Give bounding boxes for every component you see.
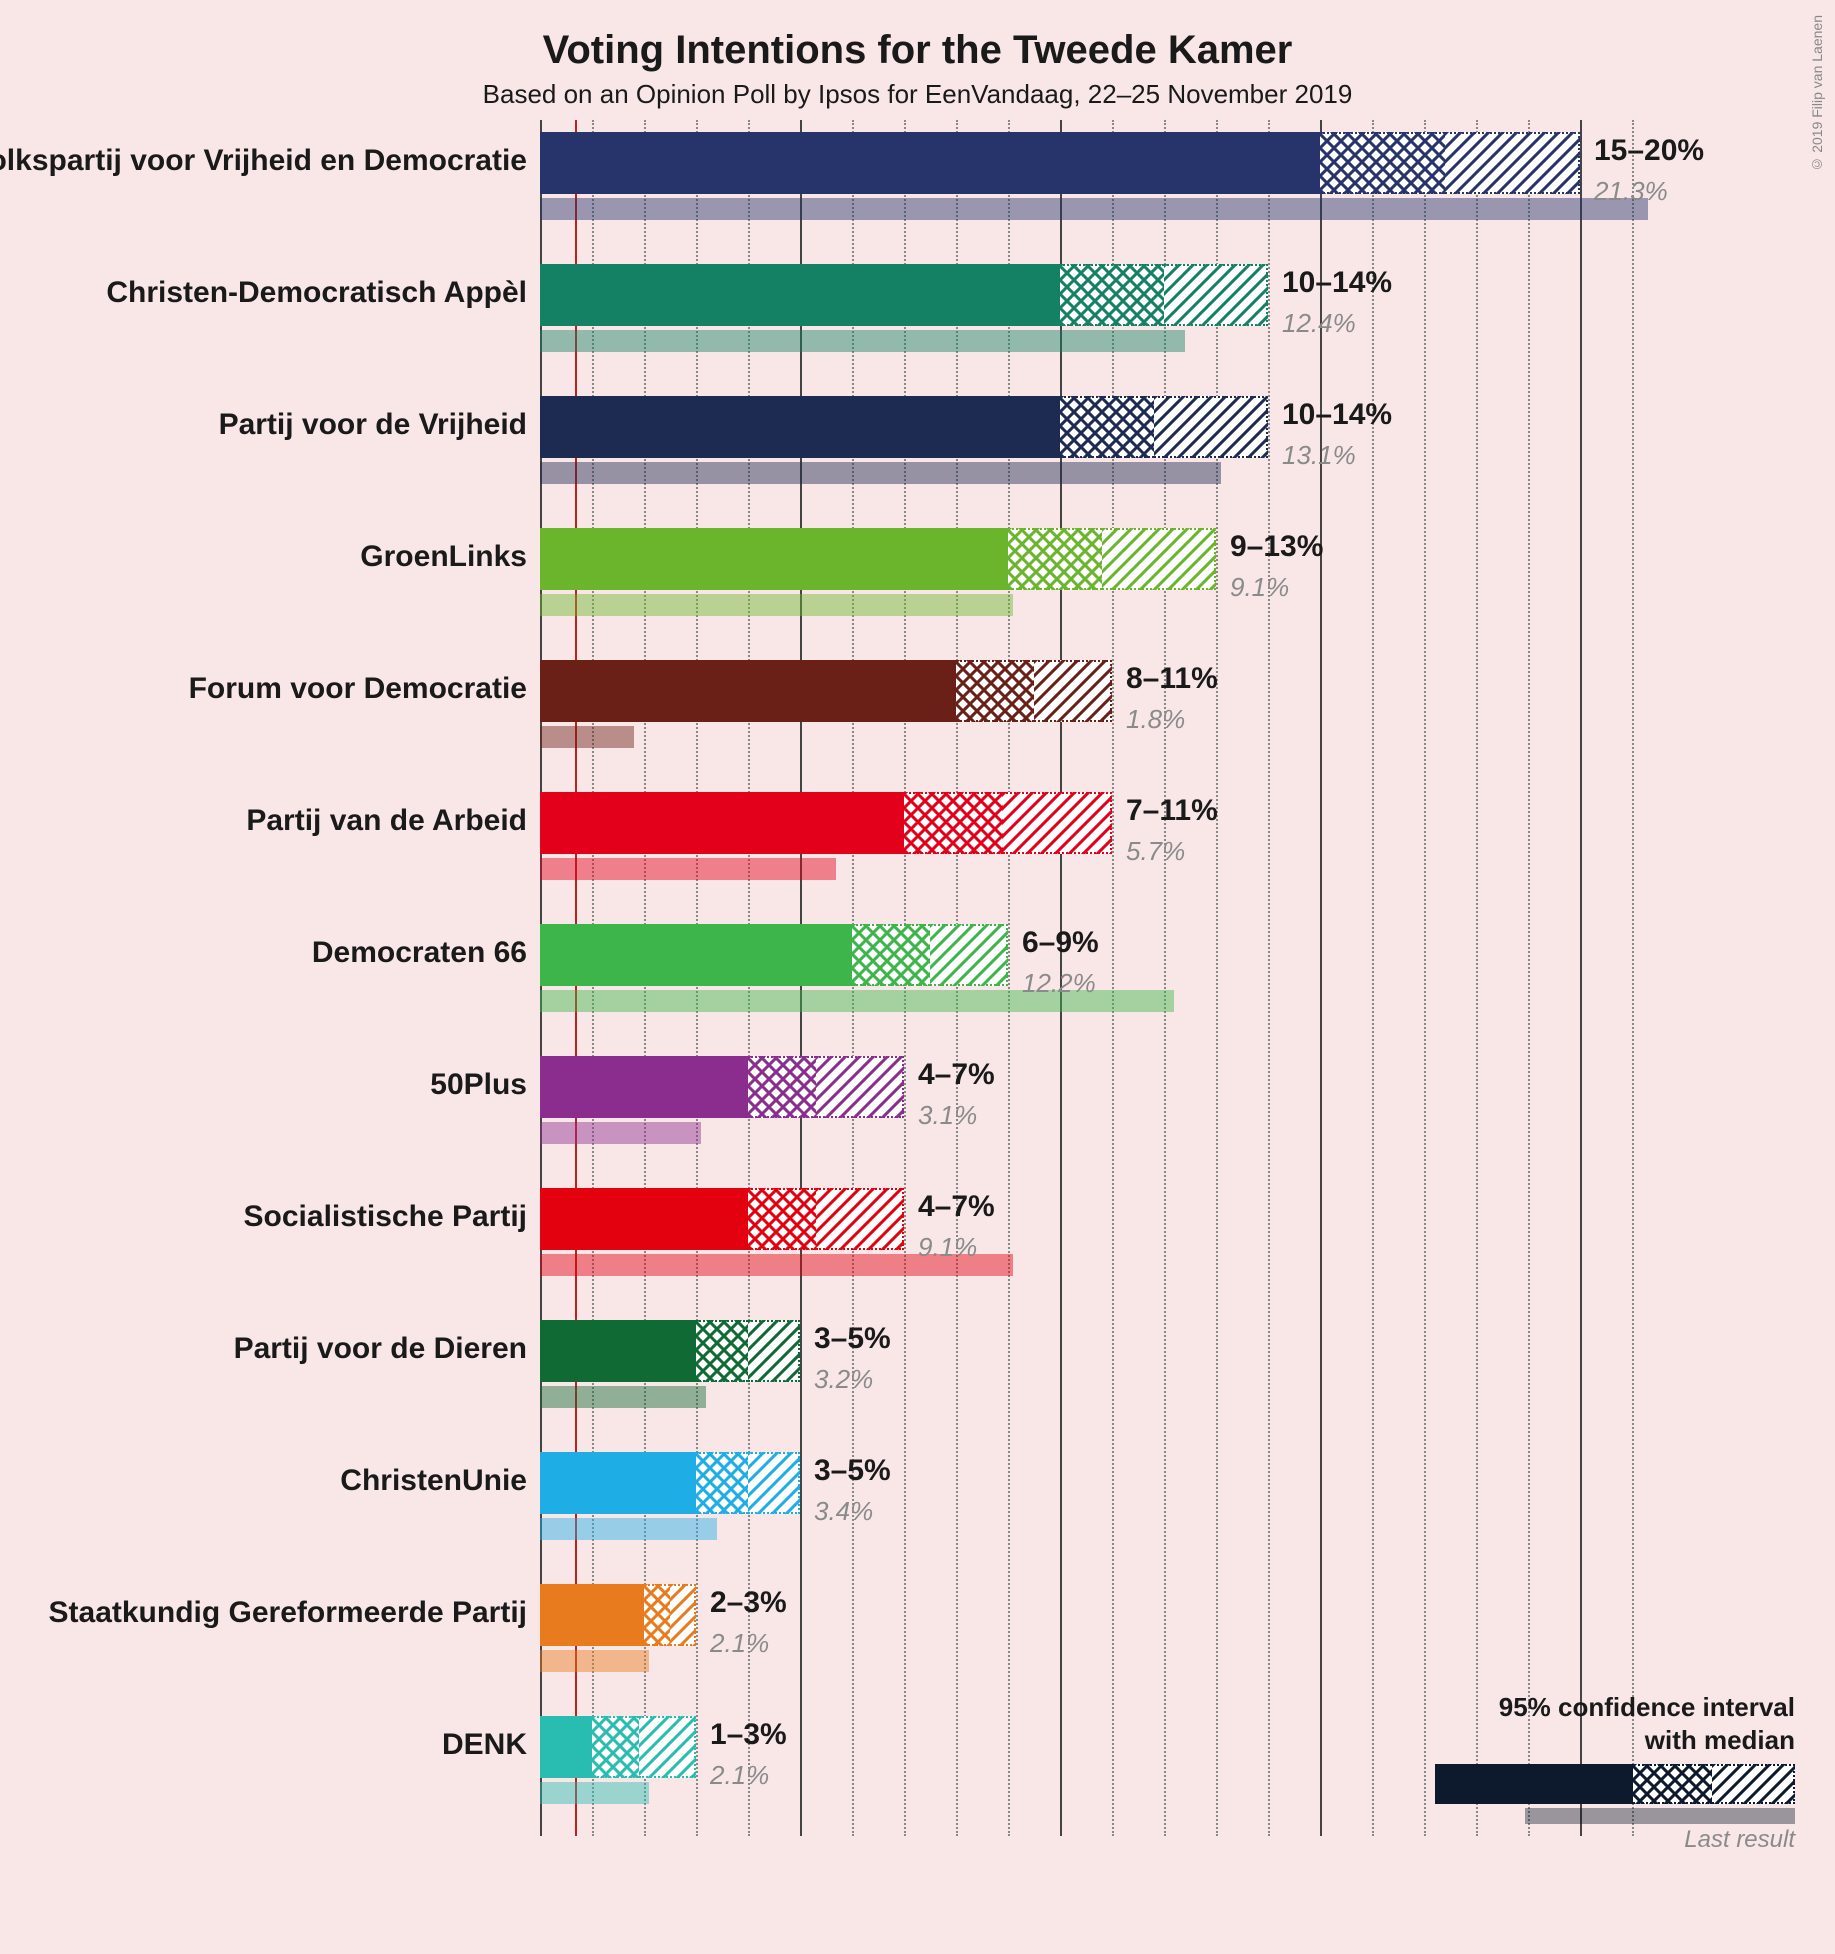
party-label: Christen-Democratisch Appèl: [106, 276, 527, 310]
last-result-bar: [540, 1650, 649, 1672]
party-label: Democraten 66: [312, 936, 527, 970]
last-result-label: 2.1%: [710, 1628, 769, 1659]
party-label: Forum voor Democratie: [189, 672, 527, 706]
chart-subtitle: Based on an Opinion Poll by Ipsos for Ee…: [0, 79, 1835, 110]
range-label: 1–3%: [710, 1718, 787, 1752]
last-result-bar: [540, 1122, 701, 1144]
range-label: 4–7%: [918, 1190, 995, 1224]
range-label: 8–11%: [1126, 662, 1218, 696]
party-row: Partij voor de Vrijheid 10–14% 13.1%: [0, 384, 1835, 516]
range-label: 6–9%: [1022, 926, 1099, 960]
last-result-label: 3.2%: [814, 1364, 873, 1395]
last-result-bar: [540, 1386, 706, 1408]
party-row: 50Plus 4–7% 3.1%: [0, 1044, 1835, 1176]
last-result-label: 9.1%: [1230, 572, 1289, 603]
last-result-label: 3.4%: [814, 1496, 873, 1527]
last-result-bar: [540, 594, 1013, 616]
range-label: 10–14%: [1282, 266, 1392, 300]
party-label: 50Plus: [430, 1068, 527, 1102]
last-result-label: 21.3%: [1594, 176, 1668, 207]
party-row: Socialistische Partij 4–7% 9.1%: [0, 1176, 1835, 1308]
last-result-label: 3.1%: [918, 1100, 977, 1131]
party-row: ChristenUnie 3–5% 3.4%: [0, 1440, 1835, 1572]
last-result-bar: [540, 1782, 649, 1804]
last-result-bar: [540, 1518, 717, 1540]
legend-ci-bar: [1435, 1764, 1795, 1804]
last-result-label: 12.2%: [1022, 968, 1096, 999]
party-label: Socialistische Partij: [244, 1200, 527, 1234]
legend-line2: with median: [1645, 1725, 1795, 1755]
legend: 95% confidence interval with median Last…: [1375, 1691, 1795, 1854]
party-row: Staatkundig Gereformeerde Partij 2–3% 2.1%: [0, 1572, 1835, 1704]
party-row: Partij voor de Dieren 3–5% 3.2%: [0, 1308, 1835, 1440]
last-result-bar: [540, 726, 634, 748]
chart-area: Volkspartij voor Vrijheid en Democratie 1…: [0, 120, 1835, 1920]
last-result-bar: [540, 462, 1221, 484]
party-label: Partij voor de Dieren: [234, 1332, 527, 1366]
party-row: Volkspartij voor Vrijheid en Democratie 1…: [0, 120, 1835, 252]
legend-last-bar: [1525, 1808, 1795, 1824]
range-label: 15–20%: [1594, 134, 1704, 168]
party-row: Partij van de Arbeid 7–11% 5.7%: [0, 780, 1835, 912]
last-result-bar: [540, 330, 1185, 352]
range-label: 2–3%: [710, 1586, 787, 1620]
legend-line1: 95% confidence interval: [1499, 1692, 1795, 1722]
party-row: Christen-Democratisch Appèl 10–14% 12.4%: [0, 252, 1835, 384]
range-label: 7–11%: [1126, 794, 1218, 828]
party-row: GroenLinks 9–13% 9.1%: [0, 516, 1835, 648]
party-label: DENK: [442, 1728, 527, 1762]
last-result-label: 1.8%: [1126, 704, 1185, 735]
last-result-label: 9.1%: [918, 1232, 977, 1263]
range-label: 3–5%: [814, 1322, 891, 1356]
last-result-bar: [540, 858, 836, 880]
last-result-label: 13.1%: [1282, 440, 1356, 471]
range-label: 3–5%: [814, 1454, 891, 1488]
party-row: Forum voor Democratie 8–11% 1.8%: [0, 648, 1835, 780]
party-label: Staatkundig Gereformeerde Partij: [49, 1596, 527, 1630]
party-label: Partij van de Arbeid: [246, 804, 527, 838]
party-label: Partij voor de Vrijheid: [219, 408, 527, 442]
legend-last-text: Last result: [1375, 1826, 1795, 1854]
party-label: ChristenUnie: [340, 1464, 527, 1498]
range-label: 4–7%: [918, 1058, 995, 1092]
party-label: GroenLinks: [360, 540, 527, 574]
last-result-bar: [540, 198, 1648, 220]
party-row: Democraten 66 6–9% 12.2%: [0, 912, 1835, 1044]
chart-title: Voting Intentions for the Tweede Kamer: [0, 0, 1835, 73]
last-result-label: 2.1%: [710, 1760, 769, 1791]
last-result-label: 12.4%: [1282, 308, 1356, 339]
range-label: 9–13%: [1230, 530, 1323, 564]
party-label: Volkspartij voor Vrijheid en Democratie: [0, 144, 527, 178]
last-result-label: 5.7%: [1126, 836, 1185, 867]
range-label: 10–14%: [1282, 398, 1392, 432]
